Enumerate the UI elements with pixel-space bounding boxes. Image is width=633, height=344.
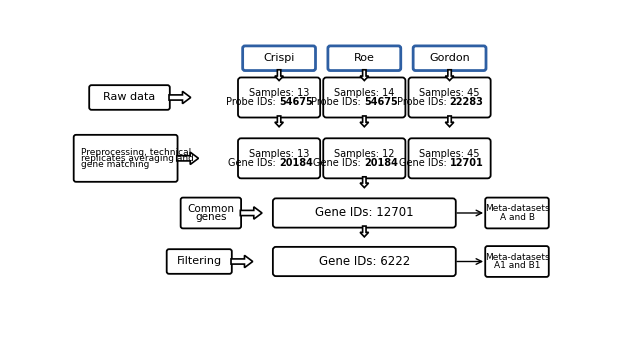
Text: Gene IDs: 6222: Gene IDs: 6222 xyxy=(318,255,410,268)
FancyBboxPatch shape xyxy=(486,197,549,228)
Text: Gordon: Gordon xyxy=(429,53,470,63)
Text: Roe: Roe xyxy=(354,53,375,63)
Polygon shape xyxy=(360,177,368,187)
FancyBboxPatch shape xyxy=(323,138,405,178)
Text: Gene IDs: 12701: Gene IDs: 12701 xyxy=(315,206,413,219)
Text: Gene IDs:: Gene IDs: xyxy=(399,158,449,168)
Polygon shape xyxy=(360,226,368,237)
Text: 20184: 20184 xyxy=(365,158,398,168)
Text: 22283: 22283 xyxy=(449,97,484,107)
Polygon shape xyxy=(177,152,199,164)
Polygon shape xyxy=(275,116,284,127)
Polygon shape xyxy=(360,70,368,80)
FancyBboxPatch shape xyxy=(328,46,401,71)
Text: Common: Common xyxy=(187,204,234,214)
Polygon shape xyxy=(445,70,454,80)
Text: replicates averaging and: replicates averaging and xyxy=(80,154,194,163)
Text: Meta-datasets: Meta-datasets xyxy=(485,253,549,262)
Text: Raw data: Raw data xyxy=(103,93,156,103)
FancyBboxPatch shape xyxy=(238,138,320,178)
FancyBboxPatch shape xyxy=(273,247,456,276)
FancyBboxPatch shape xyxy=(242,46,315,71)
FancyBboxPatch shape xyxy=(180,197,241,228)
Polygon shape xyxy=(360,116,368,127)
Text: Probe IDs:: Probe IDs: xyxy=(311,97,365,107)
Text: 12701: 12701 xyxy=(449,158,484,168)
Text: Samples: 45: Samples: 45 xyxy=(419,149,480,159)
Text: Samples: 14: Samples: 14 xyxy=(334,88,394,98)
Text: Meta-datasets: Meta-datasets xyxy=(485,204,549,213)
Text: Samples: 13: Samples: 13 xyxy=(249,149,310,159)
FancyBboxPatch shape xyxy=(408,138,491,178)
FancyBboxPatch shape xyxy=(73,135,177,182)
Text: gene matching: gene matching xyxy=(80,160,149,169)
Text: genes: genes xyxy=(195,212,227,222)
Text: A and B: A and B xyxy=(499,213,534,222)
Text: Samples: 12: Samples: 12 xyxy=(334,149,394,159)
FancyBboxPatch shape xyxy=(413,46,486,71)
FancyBboxPatch shape xyxy=(486,246,549,277)
Text: Probe IDs:: Probe IDs: xyxy=(397,97,449,107)
Text: Probe IDs:: Probe IDs: xyxy=(226,97,279,107)
Polygon shape xyxy=(445,116,454,127)
FancyBboxPatch shape xyxy=(166,249,232,274)
Polygon shape xyxy=(275,70,284,80)
Polygon shape xyxy=(231,255,253,268)
Polygon shape xyxy=(169,91,191,104)
Text: A1 and B1: A1 and B1 xyxy=(494,261,540,270)
Text: 20184: 20184 xyxy=(279,158,313,168)
Polygon shape xyxy=(241,207,262,219)
Text: Samples: 45: Samples: 45 xyxy=(419,88,480,98)
FancyBboxPatch shape xyxy=(273,198,456,228)
Text: Crispi: Crispi xyxy=(263,53,295,63)
Text: Gene IDs:: Gene IDs: xyxy=(229,158,279,168)
Text: Samples: 13: Samples: 13 xyxy=(249,88,310,98)
Text: 54675: 54675 xyxy=(365,97,398,107)
FancyBboxPatch shape xyxy=(89,85,170,110)
Text: Gene IDs:: Gene IDs: xyxy=(313,158,365,168)
Text: Filtering: Filtering xyxy=(177,257,222,267)
FancyBboxPatch shape xyxy=(238,77,320,118)
FancyBboxPatch shape xyxy=(408,77,491,118)
Text: Preprocessing, technical: Preprocessing, technical xyxy=(80,148,191,157)
Text: 54675: 54675 xyxy=(279,97,313,107)
FancyBboxPatch shape xyxy=(323,77,405,118)
